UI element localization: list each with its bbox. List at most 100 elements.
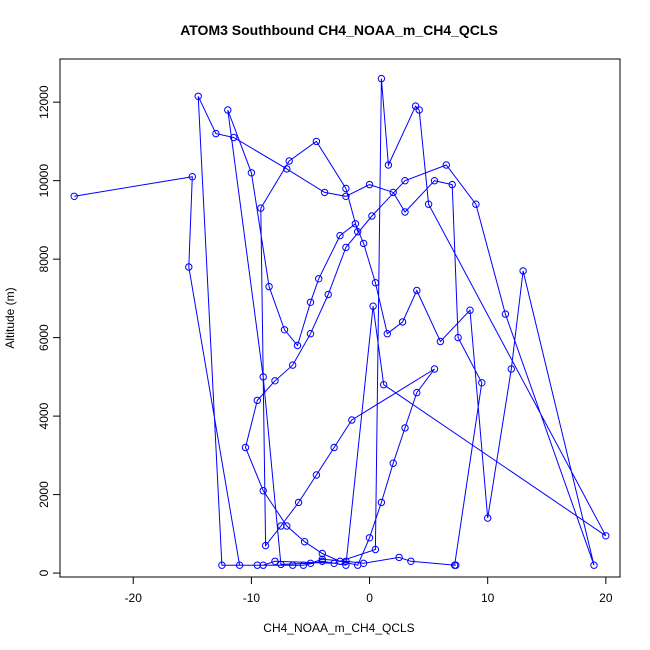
- data-point: [265, 282, 273, 291]
- series-layer: [70, 74, 610, 569]
- data-point: [312, 471, 321, 479]
- data-point: [318, 555, 326, 563]
- data-point: [235, 561, 244, 569]
- data-point: [185, 263, 193, 271]
- data-point: [280, 326, 289, 334]
- chart-title: ATOM3 Southbound CH4_NOAA_m_CH4_QCLS: [180, 22, 498, 38]
- data-point: [224, 106, 232, 114]
- data-point: [602, 532, 610, 540]
- data-point: [277, 522, 285, 530]
- data-point: [398, 318, 407, 326]
- data-point: [342, 561, 350, 569]
- data-point: [312, 137, 321, 146]
- data-point: [377, 74, 386, 83]
- data-point: [368, 212, 376, 220]
- data-point: [395, 553, 403, 562]
- y-tick-label: 12000: [37, 85, 51, 119]
- x-tick-label: 0: [366, 591, 373, 605]
- data-point: [466, 306, 474, 314]
- data-point: [259, 487, 267, 495]
- data-point: [401, 177, 409, 185]
- data-point: [277, 560, 285, 569]
- x-tick-label: 20: [599, 591, 613, 605]
- y-tick-label: 10000: [37, 164, 51, 198]
- data-point: [306, 559, 315, 567]
- data-point: [230, 133, 238, 142]
- data-point: [212, 129, 220, 138]
- x-tick-label: -10: [243, 591, 261, 605]
- data-point: [389, 459, 397, 467]
- data-point: [371, 545, 380, 554]
- data-point: [336, 231, 344, 240]
- data-point: [354, 561, 362, 569]
- data-point: [330, 443, 338, 452]
- data-point: [519, 267, 527, 275]
- data-point: [454, 333, 462, 342]
- data-point: [293, 341, 302, 350]
- y-tick-label: 6000: [37, 324, 51, 351]
- data-point: [241, 443, 250, 452]
- data-point: [300, 538, 309, 546]
- y-tick-label: 2000: [37, 481, 51, 508]
- data-point: [342, 184, 350, 193]
- data-point: [289, 561, 297, 569]
- data-point: [306, 298, 315, 306]
- data-point: [365, 180, 374, 189]
- series-line: [74, 78, 607, 566]
- data-point: [442, 161, 450, 169]
- data-point: [285, 157, 293, 165]
- data-point: [380, 381, 388, 389]
- data-point: [253, 561, 261, 569]
- data-point: [218, 561, 226, 569]
- data-point: [430, 177, 439, 185]
- data-point: [342, 192, 350, 201]
- data-point: [283, 522, 291, 530]
- data-point: [448, 180, 456, 189]
- y-tick-label: 8000: [37, 245, 51, 272]
- data-point: [452, 561, 460, 569]
- data-point: [253, 396, 261, 405]
- data-point: [299, 561, 308, 569]
- data-point: [501, 310, 510, 318]
- data-point: [436, 337, 445, 346]
- data-point: [348, 416, 356, 424]
- data-point: [351, 220, 360, 228]
- y-tick-label: 4000: [37, 402, 51, 429]
- data-point: [324, 290, 332, 299]
- data-point: [413, 388, 421, 397]
- x-tick-label: 10: [481, 591, 495, 605]
- data-point: [401, 208, 409, 216]
- data-point: [369, 302, 377, 310]
- data-point: [188, 173, 197, 181]
- data-point: [70, 192, 78, 201]
- data-point: [407, 557, 415, 565]
- data-point: [320, 188, 329, 197]
- data-point: [383, 330, 391, 338]
- data-point: [371, 279, 380, 287]
- data-point: [430, 365, 439, 373]
- data-point: [484, 514, 492, 522]
- data-point: [315, 275, 323, 283]
- data-point: [401, 424, 409, 432]
- data-point: [294, 498, 303, 507]
- data-point: [472, 200, 480, 208]
- data-point: [271, 377, 279, 385]
- data-point: [377, 498, 386, 507]
- data-point: [365, 534, 374, 542]
- data-point: [318, 549, 326, 558]
- data-point: [271, 557, 279, 565]
- data-point: [306, 330, 315, 338]
- data-point: [413, 286, 421, 295]
- data-point: [336, 557, 344, 565]
- data-point: [424, 200, 433, 208]
- plot-frame: [59, 58, 621, 578]
- y-axis: 0 2000 4000 6000 8000 10000 12000: [37, 85, 61, 576]
- data-point: [194, 92, 202, 101]
- data-point: [354, 228, 362, 236]
- data-point: [384, 161, 393, 169]
- data-point: [318, 557, 326, 565]
- data-point: [289, 361, 297, 369]
- data-point: [247, 169, 256, 177]
- data-point: [359, 239, 368, 248]
